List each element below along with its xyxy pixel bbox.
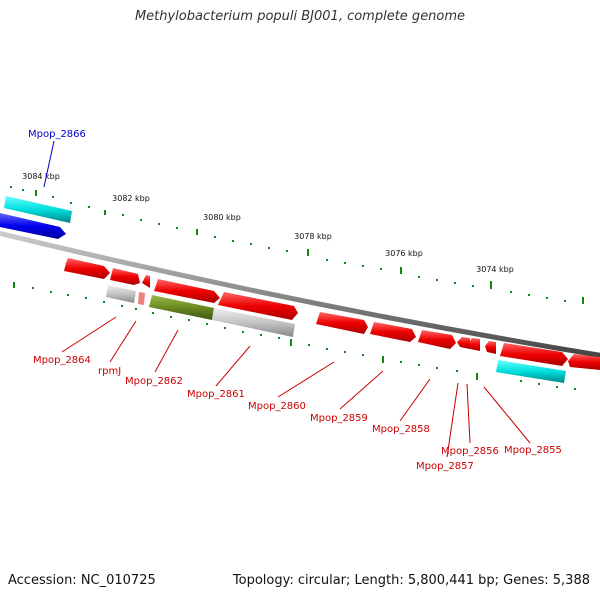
gene-mpop-2861[interactable] [212, 308, 295, 337]
gene-mpop-2862[interactable] [149, 295, 214, 320]
gene-mpop-2858[interactable] [418, 330, 456, 349]
gene-blue-arrow[interactable] [0, 213, 66, 239]
gene-red-7[interactable] [568, 354, 600, 370]
map-title: Methylobacterium populi BJ001, complete … [134, 9, 466, 24]
leader-mpop-2862 [154, 329, 179, 373]
label-mpop-2861[interactable]: Mpop_2861 [187, 389, 245, 400]
gene-red-6[interactable] [500, 343, 568, 366]
label-mpop-2862[interactable]: Mpop_2862 [125, 376, 183, 387]
gene-mpop-2864[interactable] [106, 285, 136, 303]
gene-mpop-2866[interactable] [4, 196, 72, 223]
scale-label-3084: 3084 kbp [22, 172, 60, 181]
gene-mpop-2860[interactable] [316, 312, 368, 334]
gene-red-2[interactable] [110, 268, 140, 285]
gene-red-small[interactable] [485, 341, 496, 354]
label-mpop-2858[interactable]: Mpop_2858 [372, 424, 430, 435]
lower-scale-ticks [13, 282, 576, 390]
gene-red-4[interactable] [154, 279, 220, 303]
leader-rpmj [109, 320, 137, 363]
leader-mpop-2855 [483, 386, 531, 444]
scale-label-3082: 3082 kbp [112, 194, 150, 203]
label-mpop-2857[interactable]: Mpop_2857 [416, 461, 474, 472]
label-rpmj[interactable]: rpmJ [98, 366, 121, 377]
gene-red-3[interactable] [142, 275, 150, 288]
accession-text: Accession: NC_010725 [8, 573, 156, 588]
gene-mpop-2856[interactable] [469, 338, 480, 351]
leader-mpop-2859 [339, 370, 384, 410]
gene-rpmj[interactable] [138, 292, 145, 305]
leader-mpop-2856 [466, 383, 471, 444]
gene-mpop-2857[interactable] [457, 337, 470, 349]
label-mpop-2866[interactable]: Mpop_2866 [28, 129, 86, 140]
label-mpop-2860[interactable]: Mpop_2860 [248, 401, 306, 412]
scale-label-3074: 3074 kbp [476, 265, 514, 274]
gene-red-1[interactable] [64, 258, 110, 279]
genome-backbone [0, 230, 600, 358]
upper-scale-ticks [10, 186, 584, 304]
leader-mpop-2866 [43, 140, 55, 188]
label-mpop-2864[interactable]: Mpop_2864 [33, 355, 91, 366]
leader-mpop-2857 [446, 382, 459, 458]
scale-label-3080: 3080 kbp [203, 213, 241, 222]
scale-label-3078: 3078 kbp [294, 232, 332, 241]
gene-mpop-2855[interactable] [496, 360, 566, 383]
label-mpop-2856[interactable]: Mpop_2856 [441, 446, 499, 457]
label-mpop-2855[interactable]: Mpop_2855 [504, 445, 562, 456]
gene-red-5[interactable] [218, 292, 298, 320]
scale-label-3076: 3076 kbp [385, 249, 423, 258]
gene-mpop-2859[interactable] [370, 322, 416, 342]
leader-mpop-2864 [61, 316, 117, 353]
leader-mpop-2858 [399, 378, 431, 422]
leader-mpop-2860 [277, 361, 335, 398]
topology-text: Topology: circular; Length: 5,800,441 bp… [232, 573, 590, 588]
label-mpop-2859[interactable]: Mpop_2859 [310, 413, 368, 424]
leader-mpop-2861 [215, 345, 251, 387]
